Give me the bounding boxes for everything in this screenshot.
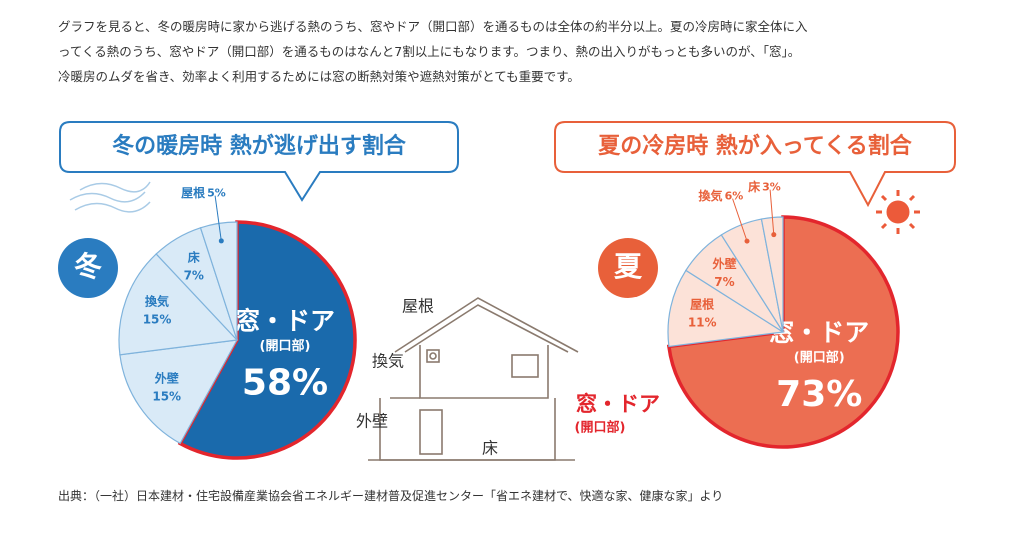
slice-label: 窓・ドア <box>235 306 335 335</box>
source: 出典：（一社）日本建材・住宅設備産業協会省エネルギー建材普及促進センター「省エネ… <box>58 489 724 503</box>
intro-line: ってくる熱のうち、窓やドア（開口部）を通るものはなんと7割以上にもなります。つま… <box>58 44 801 59</box>
title-box <box>554 121 956 208</box>
slice-label: 換気 <box>699 188 723 203</box>
slice-label: 屋根 <box>181 185 205 200</box>
slice-value: 6% <box>725 190 744 203</box>
slice-label: 屋根 <box>690 296 714 311</box>
intro-line: グラフを見ると、冬の暖房時に家から逃げる熱のうち、窓やドア（開口部）を通るものは… <box>58 19 808 34</box>
slice-label: 床 <box>188 249 201 264</box>
leader-line <box>769 189 775 235</box>
sun-icon <box>876 190 920 234</box>
intro: グラフを見ると、冬の暖房時に家から逃げる熱のうち、窓やドア（開口部）を通るものは… <box>58 14 978 89</box>
slice-value: 5% <box>207 187 226 200</box>
slice-value: 7% <box>184 268 204 282</box>
slice-value: 15% <box>152 389 181 403</box>
slice-value: 11% <box>688 315 717 329</box>
slice-note: (開口部) <box>260 338 311 354</box>
house-label: 換気 <box>372 352 404 371</box>
pie-slice <box>118 253 239 356</box>
slice-label: 窓・ドア <box>769 318 869 347</box>
house-window-note: (開口部) <box>575 420 626 436</box>
slice-value: 58% <box>242 362 328 403</box>
badge <box>58 238 118 298</box>
leader-line <box>732 198 748 242</box>
slice-value: 15% <box>143 313 172 327</box>
house-label: 屋根 <box>402 297 434 316</box>
slice-value: 7% <box>714 275 734 289</box>
house-label: 床 <box>482 439 498 458</box>
wind-icon <box>69 181 151 213</box>
slice-label: 外壁 <box>712 256 736 271</box>
badge <box>598 238 658 298</box>
chart-title: 冬の暖房時 熱が逃げ出す割合 <box>112 133 407 159</box>
badge-label: 夏 <box>614 250 643 283</box>
title-box <box>59 121 459 202</box>
slice-label: 換気 <box>145 294 169 309</box>
chart-title: 夏の冷房時 熱が入ってくる割合 <box>598 133 912 159</box>
slice-label: 床 <box>748 179 761 194</box>
house-label: 外壁 <box>356 412 388 431</box>
pie-slice <box>667 269 785 348</box>
pie-slice <box>119 339 239 445</box>
leader-line <box>214 195 222 242</box>
house <box>368 297 579 461</box>
slice-note: (開口部) <box>794 349 845 365</box>
slice-value: 73% <box>776 374 862 415</box>
slice-label: 外壁 <box>155 370 179 385</box>
house-window-label: 窓・ドア <box>576 392 660 416</box>
badge-label: 冬 <box>74 250 102 283</box>
slice-value: 3% <box>762 181 781 194</box>
pie-slice <box>177 220 357 460</box>
intro-line: 冷暖房のムダを省き、効率よく利用するためには窓の断熱対策や遮熱対策がとても重要で… <box>58 69 580 84</box>
